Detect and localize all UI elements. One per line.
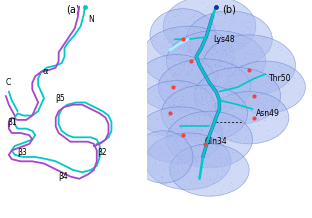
Ellipse shape <box>195 68 280 124</box>
Ellipse shape <box>167 111 252 168</box>
Text: (a): (a) <box>66 4 80 14</box>
Text: β2: β2 <box>97 148 106 157</box>
Text: (b): (b) <box>222 4 236 14</box>
Ellipse shape <box>142 26 234 87</box>
Text: β5: β5 <box>56 94 66 103</box>
Ellipse shape <box>163 0 256 57</box>
Text: N: N <box>88 15 94 24</box>
Text: Lys48: Lys48 <box>213 35 234 44</box>
Ellipse shape <box>137 54 216 111</box>
Text: Asn49: Asn49 <box>256 109 280 118</box>
Ellipse shape <box>167 31 266 92</box>
Ellipse shape <box>145 133 231 190</box>
Ellipse shape <box>226 61 305 113</box>
Ellipse shape <box>186 11 272 68</box>
Ellipse shape <box>209 92 289 144</box>
Ellipse shape <box>158 59 251 116</box>
Ellipse shape <box>170 144 249 196</box>
Text: β4: β4 <box>59 172 68 181</box>
Text: α: α <box>42 67 48 77</box>
Text: β3: β3 <box>17 148 27 157</box>
Ellipse shape <box>162 85 247 142</box>
Ellipse shape <box>137 81 216 137</box>
Text: β1: β1 <box>7 118 17 127</box>
Ellipse shape <box>203 35 295 96</box>
Ellipse shape <box>150 9 216 61</box>
Text: Gln34: Gln34 <box>205 137 227 146</box>
Text: Thr50: Thr50 <box>269 74 291 83</box>
Ellipse shape <box>134 131 193 183</box>
Text: C: C <box>6 78 11 87</box>
Ellipse shape <box>137 107 223 164</box>
